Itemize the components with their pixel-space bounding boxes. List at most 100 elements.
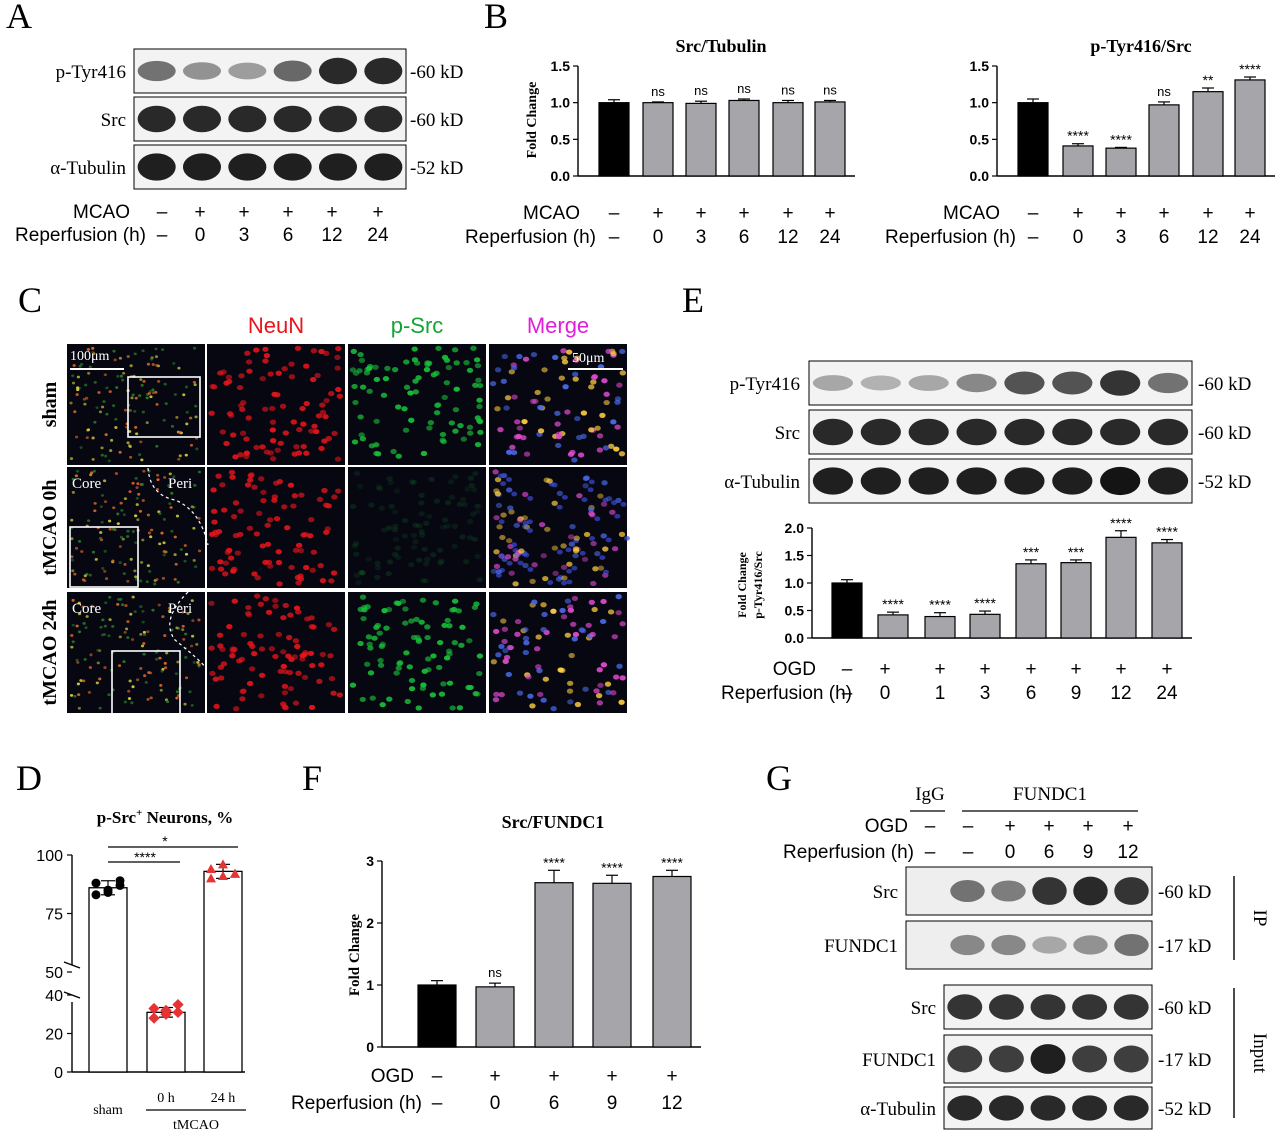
- blot-e-row2-band: [860, 467, 901, 495]
- micro-cell: [376, 486, 383, 492]
- bar: [814, 101, 846, 177]
- micro-cell: [492, 469, 499, 475]
- micro-cell: [96, 648, 100, 652]
- micro-cell: [497, 427, 504, 433]
- micro-cell: [275, 549, 282, 555]
- micro-cell: [503, 405, 510, 411]
- bar: [1060, 562, 1092, 639]
- micro-cell: [170, 529, 174, 533]
- blot-g-input-row2-band: [1030, 1095, 1066, 1121]
- blot-a-mcao-sign: +: [194, 202, 205, 223]
- blot-g-ip-row1-band: [991, 934, 1026, 956]
- micro-cell: [402, 606, 409, 612]
- micro-cell: [572, 376, 579, 382]
- micro-cell: [164, 666, 168, 670]
- condition-sign: +: [666, 1066, 677, 1087]
- condition-sign: +: [1070, 659, 1081, 680]
- micro-cell: [185, 410, 189, 414]
- micro-cell: [100, 453, 104, 457]
- blot-g-input-label: α-Tubulin: [860, 1099, 936, 1120]
- condition-value: 0: [880, 683, 891, 704]
- micro-cell: [275, 631, 283, 638]
- micro-cell: [292, 547, 300, 553]
- blot-a-row1-band: [273, 105, 312, 133]
- micro-cell: [247, 640, 254, 647]
- micro-cell: [419, 532, 426, 538]
- micro-cell: [76, 682, 80, 686]
- micro-cell: [208, 600, 215, 606]
- blot-g-ip-row0-band: [950, 879, 985, 903]
- micro-cell: [316, 496, 324, 503]
- micro-cell: [197, 549, 202, 553]
- micro-cell: [403, 384, 411, 390]
- condition-label: MCAO: [523, 203, 580, 224]
- micro-cell: [104, 577, 109, 580]
- micro-cell: [139, 440, 143, 444]
- micro-cell: [540, 697, 547, 703]
- micro-cell: [176, 580, 180, 584]
- micro-cell: [605, 348, 612, 354]
- micro-cell: [134, 396, 138, 400]
- significance-label: ****: [882, 596, 904, 612]
- x-category-label: 0 h: [157, 1091, 175, 1106]
- condition-sign: +: [934, 659, 945, 680]
- micro-cell: [229, 646, 236, 652]
- micro-cell: [295, 580, 302, 586]
- micro-cell: [419, 685, 427, 691]
- blot-e-row1-band: [812, 418, 854, 446]
- micro-cell: [317, 563, 324, 569]
- micro-cell: [572, 371, 579, 377]
- micro-cell: [126, 441, 130, 445]
- micro-cell: [128, 430, 132, 433]
- micro-cell: [156, 473, 160, 477]
- blot-g-input-row1-band: [988, 1045, 1024, 1073]
- micro-tile: [67, 344, 205, 465]
- chart-title-rest: Neurons, %: [142, 808, 233, 827]
- blot-g-ip-kd: -17 kD: [1158, 936, 1211, 957]
- micro-cell: [505, 671, 513, 678]
- blot-e-row0-band: [1004, 371, 1045, 395]
- micro-cell: [131, 685, 135, 689]
- micro-cell: [230, 432, 237, 438]
- y-tick-label: 1.0: [970, 95, 990, 111]
- micro-cell: [154, 390, 158, 394]
- blot-g-reperfusion-value: 12: [1117, 842, 1138, 863]
- micro-cell: [358, 569, 366, 576]
- micro-cell: [596, 447, 604, 453]
- micro-cell: [161, 667, 165, 671]
- micro-cell: [394, 545, 401, 551]
- micro-cell: [540, 602, 547, 608]
- micro-cell: [239, 696, 246, 702]
- micro-cell: [334, 456, 342, 462]
- micro-cell: [600, 501, 608, 507]
- micro-cell: [618, 451, 626, 457]
- micro-cell: [140, 483, 144, 486]
- micro-col-header-0: NeuN: [248, 313, 304, 338]
- micro-cell: [269, 438, 277, 444]
- micro-cell: [498, 519, 505, 525]
- micro-cell: [134, 476, 138, 480]
- micro-cell: [104, 433, 108, 437]
- micro-cell: [228, 412, 235, 419]
- micro-cell: [280, 615, 287, 621]
- micro-cell: [240, 631, 248, 638]
- micro-cell: [418, 511, 425, 517]
- micro-cell: [281, 704, 288, 710]
- micro-cell: [613, 446, 620, 452]
- x-group-label: tMCAO: [173, 1118, 219, 1133]
- blot-a-row1-band: [364, 105, 403, 133]
- micro-cell: [209, 383, 216, 390]
- micro-cell: [274, 447, 281, 453]
- micro-cell: [141, 538, 145, 542]
- micro-cell: [447, 479, 455, 485]
- micro-cell: [159, 688, 163, 692]
- micro-cell: [323, 350, 330, 356]
- condition-label: Reperfusion (h): [291, 1093, 422, 1114]
- y-tick-label: 2.0: [785, 520, 805, 536]
- micro-cell: [500, 481, 507, 487]
- bar: [642, 102, 674, 177]
- micro-cell: [276, 581, 283, 587]
- micro-cell: [126, 636, 130, 640]
- micro-cell: [392, 536, 400, 542]
- micro-cell: [134, 541, 138, 545]
